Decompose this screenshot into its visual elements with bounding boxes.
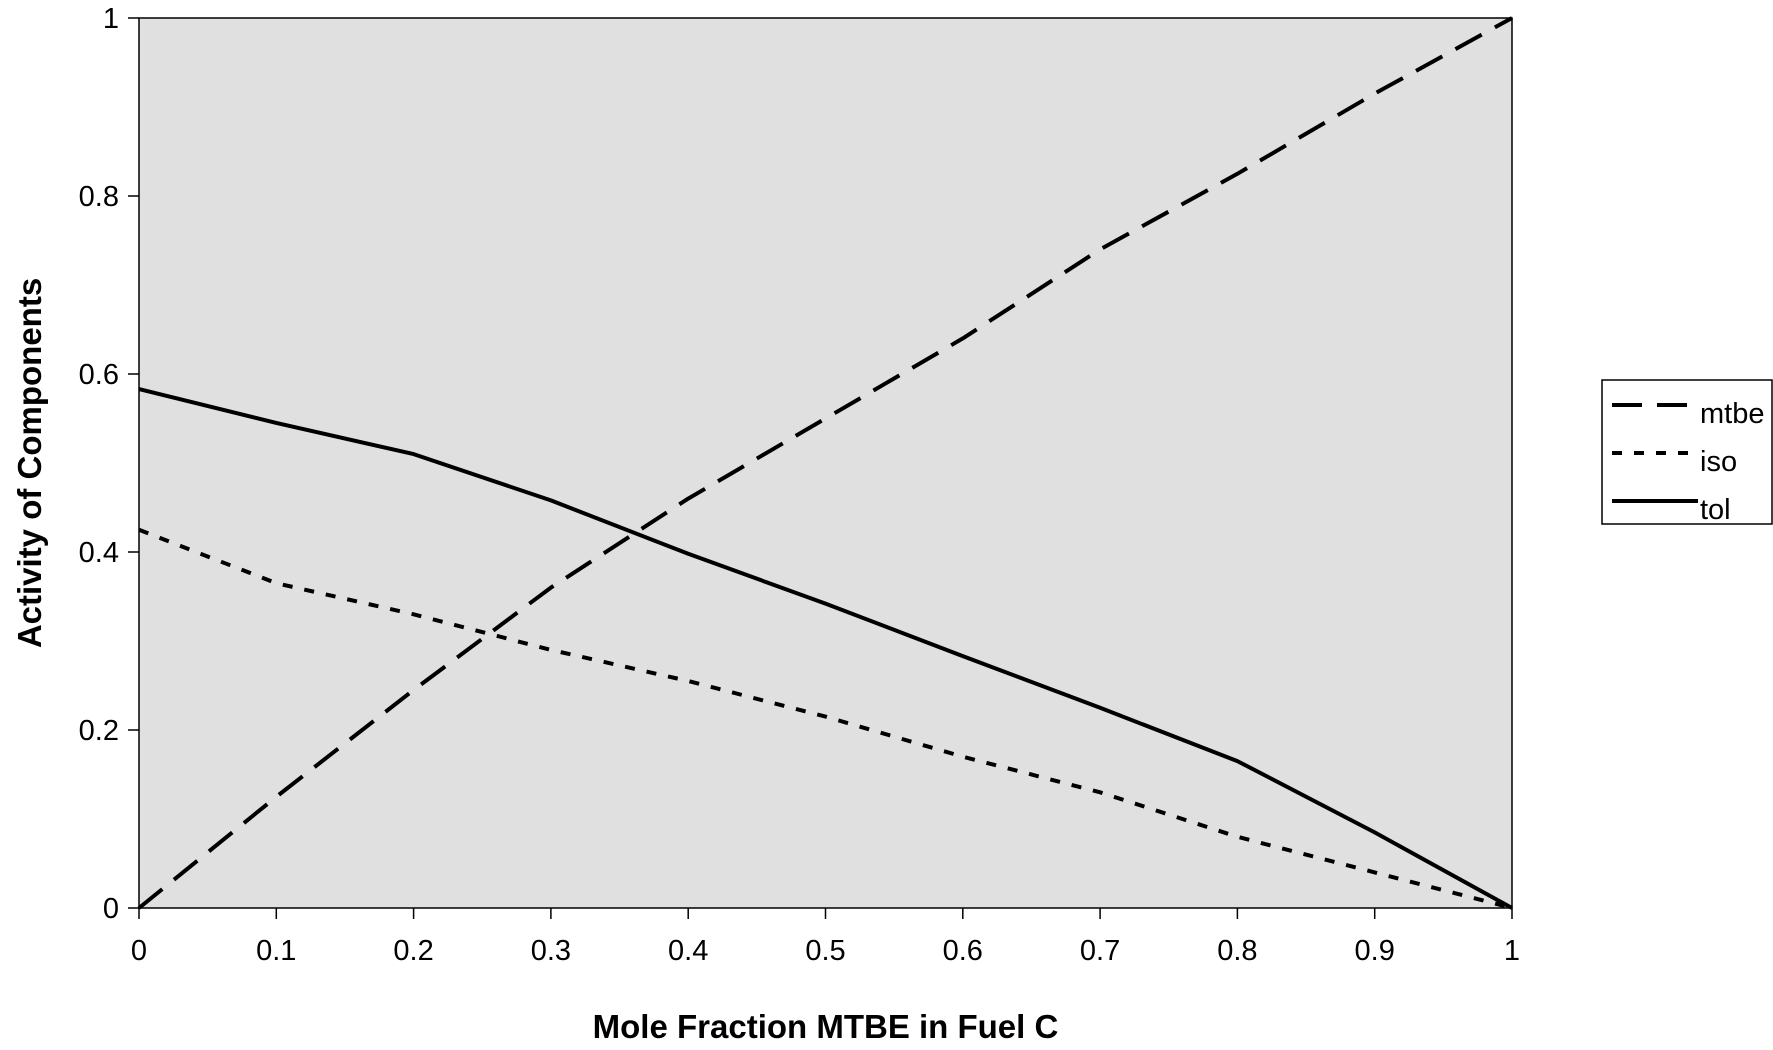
series-line-mtbe — [137, 16, 1513, 910]
x-tick-label: 0 — [131, 935, 147, 967]
x-axis-title: Mole Fraction MTBE in Fuel C — [593, 1008, 1059, 1045]
x-tick-label: 1 — [1504, 935, 1520, 967]
x-tick-label: 0.2 — [393, 935, 433, 967]
y-tick-label: 1 — [103, 3, 119, 35]
y-tick-label: 0.6 — [79, 359, 119, 391]
series-layer — [137, 16, 1513, 910]
series-line-iso — [138, 527, 1513, 910]
y-tick-label: 0.2 — [79, 715, 119, 747]
x-tick-label: 0.4 — [668, 935, 708, 967]
x-tick-label: 0.5 — [805, 935, 845, 967]
y-tick-label: 0.4 — [79, 537, 119, 569]
x-tick-label: 0.9 — [1355, 935, 1395, 967]
legend-label-mtbe: mtbe — [1700, 398, 1764, 430]
plot-area — [138, 17, 1513, 909]
y-tick-label: 0.8 — [79, 181, 119, 213]
x-tick-label: 0.7 — [1080, 935, 1120, 967]
y-tick-label: 0 — [103, 893, 119, 925]
x-tick-label: 0.8 — [1217, 935, 1257, 967]
x-tick-label: 0.1 — [256, 935, 296, 967]
x-axis-ticks: 0 0.1 0.2 0.3 0.4 0.5 0.6 0.7 0.8 0.9 1 — [131, 908, 1520, 967]
legend-label-tol: tol — [1700, 494, 1731, 526]
y-axis-ticks: 0 0.2 0.4 0.6 0.8 1 — [79, 3, 139, 925]
x-tick-label: 0.3 — [531, 935, 571, 967]
x-tick-label: 0.6 — [943, 935, 983, 967]
legend-label-iso: iso — [1700, 446, 1737, 478]
legend: mtbe iso tol — [1601, 379, 1773, 526]
series-line-tol — [138, 387, 1513, 910]
y-axis-title: Activity of Components — [11, 278, 48, 648]
